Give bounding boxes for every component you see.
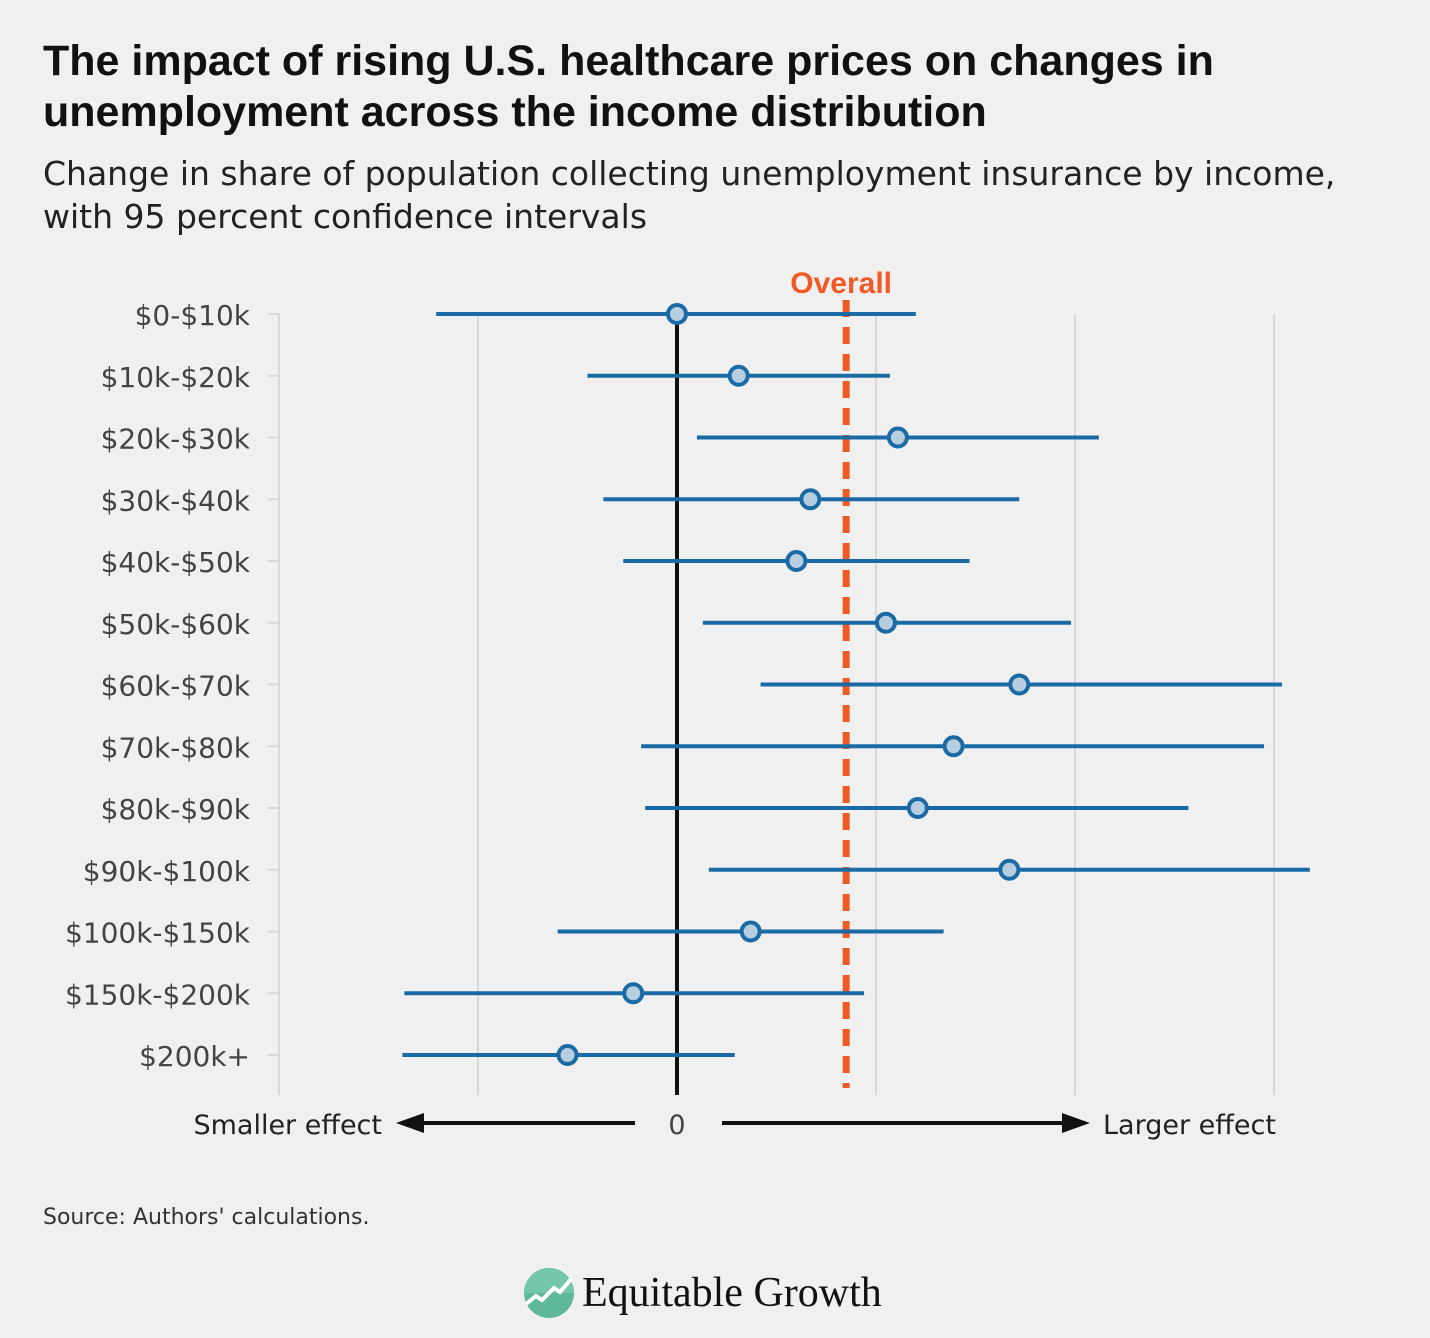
estimate-point (785, 550, 808, 572)
estimate-point (998, 858, 1021, 881)
chart-subtitle: Change in share of population collecting… (43, 154, 1336, 236)
y-tick-label: $200k+ (139, 1040, 250, 1073)
row-$50k-$60k: $50k-$60k (101, 608, 1072, 641)
source-note: Source: Authors' calculations. (43, 1205, 370, 1230)
rows: $0-$10k $10k-$20k $20k-$30k $30k-$40k $40k-$… (65, 299, 1310, 1073)
estimate-point (906, 797, 929, 819)
row-$100k-$150k: $100k-$150k (65, 917, 944, 950)
row-$10k-$20k: $10k-$20k (101, 361, 890, 394)
x-left-label: Smaller effect (193, 1110, 382, 1141)
row-$200k+: $200k+ (139, 1040, 735, 1073)
chart-title: The impact of rising U.S. healthcare pri… (43, 37, 1214, 136)
brand-name: Equitable Growth (582, 1270, 882, 1316)
y-tick-label: $30k-$40k (101, 484, 251, 517)
row-$80k-$90k: $80k-$90k (101, 793, 1189, 826)
growth-chart-icon (524, 1268, 574, 1318)
row-$150k-$200k: $150k-$200k (65, 978, 865, 1011)
overall-group: Overall (790, 267, 892, 1088)
y-tick-label: $0-$10k (135, 299, 251, 332)
y-tick-label: $40k-$50k (101, 546, 251, 579)
overall-label: Overall (790, 267, 892, 300)
estimate-point (799, 488, 822, 511)
row-$40k-$50k: $40k-$50k (101, 546, 970, 579)
arrow-left-icon (396, 1113, 424, 1133)
estimate-point (1008, 673, 1031, 696)
y-tick-label: $70k-$80k (101, 731, 251, 764)
estimate-point (886, 426, 909, 449)
y-tick-label: $100k-$150k (65, 917, 251, 950)
y-tick-label: $20k-$30k (101, 423, 251, 456)
y-tick-label: $50k-$60k (101, 608, 251, 641)
brand-logo: Equitable Growth (524, 1268, 882, 1318)
x-right-label: Larger effect (1103, 1110, 1276, 1141)
row-$90k-$100k: $90k-$100k (83, 855, 1310, 888)
row-$0-$10k: $0-$10k (135, 299, 916, 332)
y-tick-label: $60k-$70k (101, 670, 251, 703)
estimate-point (874, 611, 897, 634)
row-$60k-$70k: $60k-$70k (101, 670, 1282, 703)
row-$70k-$80k: $70k-$80k (101, 731, 1265, 764)
estimate-point (727, 364, 750, 387)
y-tick-label: $10k-$20k (101, 361, 251, 394)
y-tick-label: $80k-$90k (101, 793, 251, 826)
estimate-point (666, 303, 688, 325)
y-tick-label: $90k-$100k (83, 855, 251, 888)
gridlines (278, 314, 1275, 1095)
x-tick-zero: 0 (668, 1110, 685, 1141)
arrow-right-icon (1062, 1113, 1090, 1133)
y-tick-label: $150k-$200k (65, 978, 251, 1011)
estimate-point (622, 982, 645, 1005)
estimate-point (739, 920, 762, 943)
row-$30k-$40k: $30k-$40k (101, 484, 1020, 517)
chart: Overall $0-$10k $10k-$20k $20k-$30k $30k-$4… (65, 267, 1310, 1141)
x-axis: Smaller effect 0 Larger effect (193, 1110, 1275, 1141)
row-$20k-$30k: $20k-$30k (101, 423, 1099, 456)
estimate-point (942, 735, 965, 758)
estimate-point (556, 1044, 579, 1066)
